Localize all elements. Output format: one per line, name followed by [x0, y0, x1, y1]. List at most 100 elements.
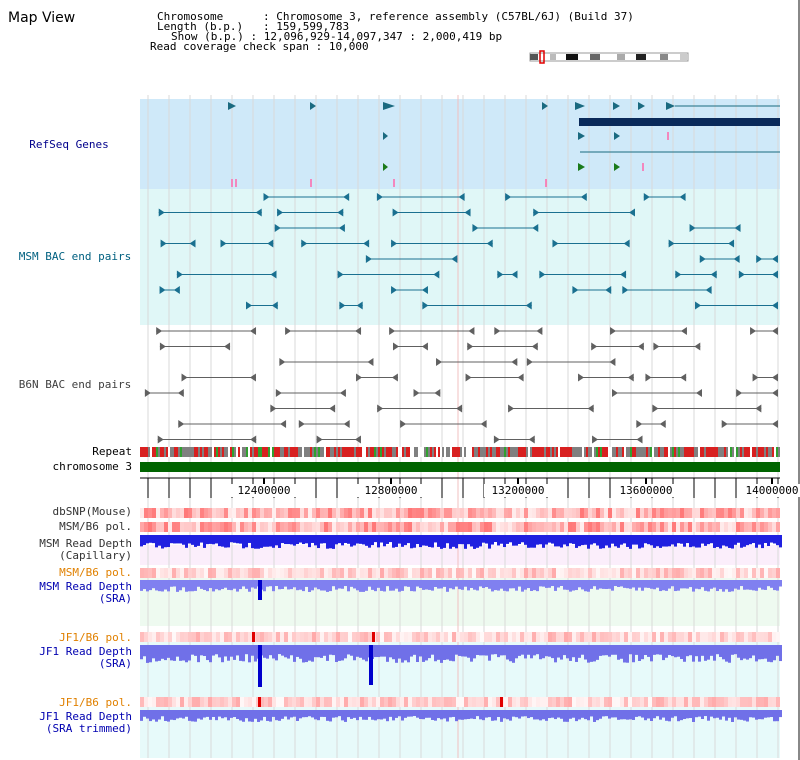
dbsnp-cell [600, 508, 604, 518]
jf1-pol-cell [636, 632, 640, 642]
msm-sra-depth-bar [683, 580, 686, 589]
msm-sra-depth-bar [467, 580, 470, 591]
jf1-pol-trim-cell [412, 697, 416, 707]
b6n-bac-pair-end [177, 389, 184, 397]
repeat-segment [464, 447, 466, 457]
msm-pol-sra-cell [168, 568, 172, 578]
jf1-sra-depth-bar [332, 645, 335, 656]
jf1-trim-depth-bar [269, 710, 272, 722]
jf1-trim-depth-bar [707, 710, 710, 721]
jf1-sra-depth-bar [632, 645, 635, 663]
b6n-bac-pair-end [467, 342, 474, 351]
msm-sra-depth-bar [341, 580, 344, 589]
jf1-pol-cell [588, 632, 592, 642]
capillary-depth-bar [374, 535, 377, 543]
capillary-depth-bar [638, 535, 641, 549]
chromosome-ideogram[interactable] [529, 50, 689, 64]
b6n-bac-pair-end [609, 358, 616, 366]
ideogram-band [530, 54, 538, 60]
jf1-trim-depth-bar [536, 710, 539, 720]
repeat-segment [620, 447, 622, 457]
repeat-segment [504, 447, 506, 457]
jf1-trim-depth-bar [587, 710, 590, 721]
msm-pol-sra-cell [140, 568, 144, 578]
msm-bac-pair-end [337, 208, 344, 217]
repeat-segment [582, 447, 584, 457]
jf1-pol-trim-cell [444, 697, 448, 707]
jf1-trim-depth-bar [518, 710, 521, 719]
refseq-genes-label[interactable]: RefSeq Genes [29, 138, 109, 151]
ideogram-band [617, 54, 625, 60]
dbsnp-cell [540, 508, 544, 518]
msm-pol-cell [436, 522, 440, 532]
msm-pol-cell [660, 522, 664, 532]
msm-pol-cell [392, 522, 396, 532]
jf1-pol-trim-cell [284, 697, 288, 707]
chromosome-track-label: chromosome 3 [52, 460, 132, 473]
capillary-depth-bar [254, 535, 257, 549]
jf1-sra-depth-bar [530, 645, 533, 659]
msm-pol-sra-cell [612, 568, 616, 578]
capillary-depth-bar [650, 535, 653, 546]
jf1-pol-trim-cell [380, 697, 384, 707]
msm-sra-depth-bar [746, 580, 749, 590]
repeat-segment [512, 447, 514, 457]
jf1-pol-cell [248, 632, 252, 642]
capillary-depth-bar [419, 535, 422, 548]
jf1-trim-depth-bar [479, 710, 482, 720]
jf1-pol-cell [352, 632, 356, 642]
repeat-segment [368, 447, 370, 457]
jf1-sra-depth-bar [779, 645, 782, 662]
capillary-depth-bar [443, 535, 446, 548]
jf1-pol-cell [304, 632, 308, 642]
repeat-segment [738, 447, 740, 457]
jf1-sra-depth-bar [431, 645, 434, 655]
page-title: Map View [8, 10, 76, 26]
msm-pol-sra-cell [432, 568, 436, 578]
jf1-sra-depth-bar [665, 645, 668, 658]
jf1-pol-cell [400, 632, 404, 642]
repeat-segment [180, 447, 182, 457]
jf1-pol-cell [316, 632, 320, 642]
repeat-segment [214, 447, 216, 457]
jf1-pol-trim-cell [448, 697, 452, 707]
jf1-trim-depth-bar [572, 710, 575, 718]
repeat-segment [536, 447, 538, 457]
msm-bac-label[interactable]: MSM BAC end pairs [18, 250, 132, 263]
jf1-pol-cell [152, 632, 156, 642]
msm-pol-cell [448, 522, 452, 532]
msm-sra-depth-bar [671, 580, 674, 587]
msm-sra-depth-bar [359, 580, 362, 592]
jf1-pol-cell [240, 632, 244, 642]
msm-pol-cell [364, 522, 368, 532]
b6n-bac-label[interactable]: B6N BAC end pairs [18, 378, 132, 391]
repeat-segment [714, 447, 716, 457]
dbsnp-cell [520, 508, 524, 518]
msm-bac-pair-end [160, 239, 167, 248]
msm-sra-depth-bar [500, 580, 503, 589]
jf1-pol-trim-cell [364, 697, 368, 707]
msm-pol-sra-cell [588, 568, 592, 578]
jf1-pol-cell [756, 632, 760, 642]
repeat-segment [762, 447, 764, 457]
capillary-depth-bar [509, 535, 512, 543]
msm-sra-depth-bar [362, 580, 365, 592]
jf1-pol-cell [412, 632, 416, 642]
msm-bac-pair-end [422, 301, 429, 310]
jf1-pol-trim-cell [524, 697, 528, 707]
msm-sra-depth-bar [218, 580, 221, 591]
repeat-segment [430, 447, 432, 457]
jf1-pol-trim-cell [336, 697, 340, 707]
capillary-depth-bar [653, 535, 656, 548]
jf1-pol-trim-cell [664, 697, 668, 707]
capillary-depth-bar [614, 535, 617, 547]
msm-sra-depth-bar [497, 580, 500, 591]
dbsnp-cell [408, 508, 412, 518]
msm-pol-cell [252, 522, 256, 532]
msm-pol-sra-cell [480, 568, 484, 578]
msm-sra-depth-bar [527, 580, 530, 589]
repeat-segment [318, 447, 320, 457]
jf1-sra-depth-bar [200, 645, 203, 656]
repeat-segment [546, 447, 548, 457]
